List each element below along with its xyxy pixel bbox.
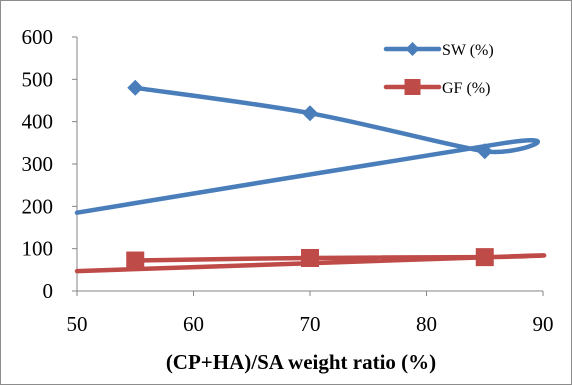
y-tick-label: 300 [22, 152, 54, 176]
y-tick-label: 400 [22, 110, 54, 134]
legend-marker-2 [404, 79, 421, 95]
y-tick-label: 200 [22, 194, 54, 218]
y-tick-label: 0 [43, 279, 54, 303]
legend-marker-1 [405, 42, 420, 56]
x-tick-label: 90 [533, 312, 554, 336]
series-layer [74, 79, 547, 274]
series-2-point [475, 248, 494, 267]
series-2-point [301, 248, 319, 267]
legend: SW (%) GF (%) [383, 42, 494, 97]
y-tick-label: 500 [22, 67, 54, 91]
y-tick-label: 600 [22, 25, 54, 49]
x-tick-label: 50 [67, 312, 88, 336]
legend-label-2: GF (%) [442, 80, 490, 97]
x-tick-label: 70 [300, 312, 321, 336]
series-line-1 [74, 85, 540, 215]
y-tick-label: 100 [22, 237, 54, 261]
series-1-point [476, 143, 493, 160]
x-axis-label: (CP+HA)/SA weight ratio (%) [166, 350, 436, 374]
x-tick-label: 60 [183, 312, 204, 336]
series-1-point [127, 79, 144, 96]
x-tick-label: 80 [416, 312, 437, 336]
axes: 0 100 200 300 400 500 600 50 60 70 80 90 [22, 25, 554, 336]
legend-label-1: SW (%) [442, 42, 494, 59]
series-1-point [302, 105, 318, 122]
series-2-point [126, 251, 145, 270]
